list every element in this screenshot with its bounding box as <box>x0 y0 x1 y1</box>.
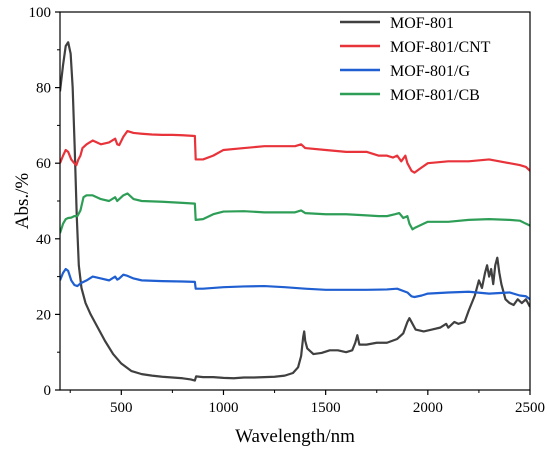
y-tick-label: 100 <box>29 5 52 21</box>
legend-label: MOF-801 <box>390 15 454 32</box>
y-axis-ticks: 0 20 40 60 80 100 <box>29 5 60 399</box>
x-tick-label: 1000 <box>208 400 238 416</box>
x-axis-label: Wavelength/nm <box>235 426 355 447</box>
y-tick-label: 0 <box>44 383 52 399</box>
legend-label: MOF-801/G <box>390 63 470 80</box>
series-line-2 <box>60 129 530 174</box>
y-axis-label: Abs./% <box>12 173 33 230</box>
plot-lines <box>60 41 530 382</box>
series-line-3 <box>60 267 530 301</box>
x-axis-ticks: 500 1000 1500 2000 2500 <box>69 390 545 416</box>
y-tick-label: 80 <box>36 81 51 97</box>
legend-label: MOF-801/CB <box>390 87 480 104</box>
legend: MOF-801 MOF-801/CNT MOF-801/G MOF-801/CB <box>340 15 491 104</box>
legend-label: MOF-801/CNT <box>390 39 491 56</box>
x-tick-label: 2000 <box>413 400 443 416</box>
x-tick-label: 1500 <box>311 400 341 416</box>
series-line-4 <box>60 192 530 234</box>
y-tick-label: 40 <box>36 232 51 248</box>
y-tick-label: 60 <box>36 156 51 172</box>
x-tick-label: 2500 <box>515 400 545 416</box>
series-line-1 <box>60 41 530 382</box>
y-tick-label: 20 <box>36 307 51 323</box>
x-tick-label: 500 <box>110 400 133 416</box>
